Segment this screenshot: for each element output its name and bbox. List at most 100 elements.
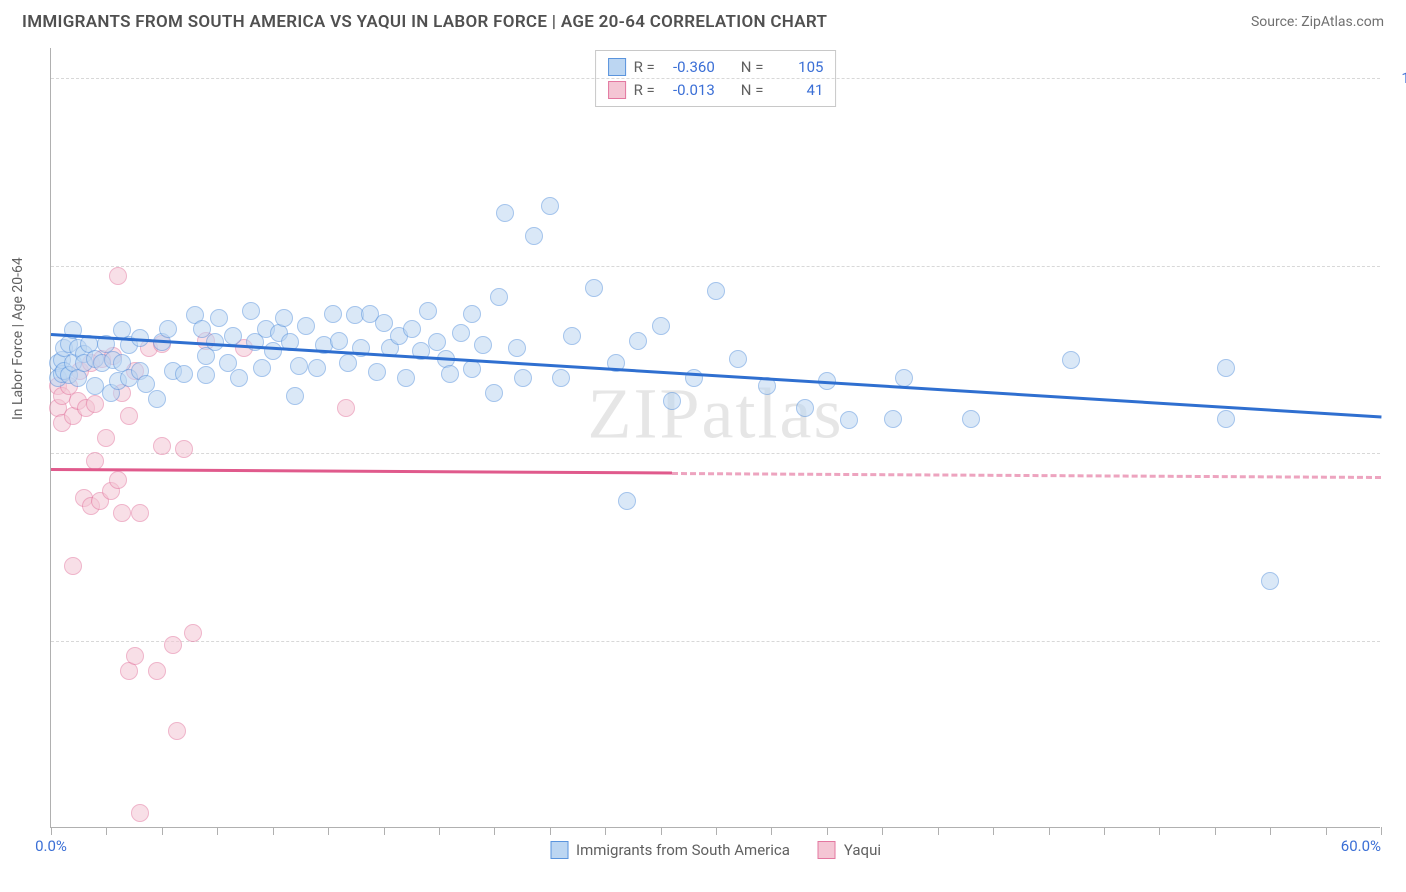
legend-row-blue: R = -0.360 N = 105: [608, 56, 824, 79]
legend-swatch-blue: [608, 58, 626, 76]
data-point-blue: [452, 324, 470, 342]
trend-line-pink: [51, 468, 672, 474]
data-point-blue: [330, 332, 348, 350]
data-point-blue: [148, 390, 166, 408]
data-point-blue: [485, 384, 503, 402]
data-point-pink: [86, 395, 104, 413]
data-point-pink: [337, 399, 355, 417]
data-point-blue: [275, 309, 293, 327]
data-point-blue: [159, 320, 177, 338]
data-point-blue: [463, 360, 481, 378]
data-point-blue: [541, 197, 559, 215]
data-point-blue: [197, 366, 215, 384]
chart-title: IMMIGRANTS FROM SOUTH AMERICA VS YAQUI I…: [22, 12, 827, 32]
data-point-blue: [403, 320, 421, 338]
legend-item-blue: Immigrants from South America: [550, 841, 790, 859]
data-point-blue: [419, 302, 437, 320]
legend-r-value: -0.360: [663, 56, 715, 79]
legend-n-label: N =: [741, 56, 764, 79]
x-tick: [439, 827, 440, 835]
x-tick: [273, 827, 274, 835]
data-point-blue: [496, 204, 514, 222]
data-point-pink: [164, 636, 182, 654]
data-point-blue: [368, 363, 386, 381]
x-tick: [1049, 827, 1050, 835]
y-axis-label: In Labor Force | Age 20-64: [10, 257, 26, 420]
data-point-blue: [230, 369, 248, 387]
data-point-pink: [109, 471, 127, 489]
gridline: [51, 266, 1380, 267]
x-tick: [771, 827, 772, 835]
gridline: [51, 641, 1380, 642]
x-tick: [550, 827, 551, 835]
legend-series-name: Yaqui: [844, 841, 881, 859]
x-tick: [51, 827, 52, 835]
data-point-pink: [113, 504, 131, 522]
x-tick: [1270, 827, 1271, 835]
legend-n-label: N =: [741, 79, 764, 102]
data-point-blue: [297, 317, 315, 335]
data-point-blue: [618, 492, 636, 510]
data-point-blue: [884, 410, 902, 428]
data-point-pink: [175, 440, 193, 458]
x-tick: [328, 827, 329, 835]
data-point-blue: [525, 227, 543, 245]
x-tick: [882, 827, 883, 835]
data-point-blue: [286, 387, 304, 405]
data-point-pink: [120, 407, 138, 425]
data-point-blue: [629, 332, 647, 350]
x-tick: [938, 827, 939, 835]
y-tick-label: 75.0%: [1390, 444, 1406, 462]
data-point-blue: [474, 336, 492, 354]
legend-item-pink: Yaqui: [818, 841, 881, 859]
data-point-blue: [1062, 351, 1080, 369]
data-point-pink: [97, 429, 115, 447]
data-point-blue: [490, 288, 508, 306]
data-point-blue: [175, 365, 193, 383]
data-point-pink: [148, 662, 166, 680]
x-tick: [827, 827, 828, 835]
x-tick: [605, 827, 606, 835]
data-point-blue: [290, 357, 308, 375]
data-point-pink: [86, 452, 104, 470]
scatter-chart: ZIPatlas R =-0.360N =105R =-0.013N =41 I…: [50, 48, 1380, 828]
data-point-blue: [796, 399, 814, 417]
data-point-blue: [242, 302, 260, 320]
legend-series: Immigrants from South America Yaqui: [550, 841, 881, 859]
data-point-blue: [253, 359, 271, 377]
data-point-blue: [840, 411, 858, 429]
data-point-pink: [153, 437, 171, 455]
x-tick: [162, 827, 163, 835]
legend-n-value: 105: [771, 56, 823, 79]
data-point-pink: [126, 647, 144, 665]
gridline: [51, 78, 1380, 79]
gridline: [51, 453, 1380, 454]
data-point-pink: [109, 267, 127, 285]
legend-swatch-pink: [818, 841, 836, 859]
source-credit: Source: ZipAtlas.com: [1251, 14, 1384, 30]
trend-line-pink: [672, 472, 1381, 479]
data-point-blue: [210, 309, 228, 327]
x-tick: [1381, 827, 1382, 835]
data-point-blue: [375, 314, 393, 332]
data-point-blue: [324, 305, 342, 323]
x-tick: [106, 827, 107, 835]
legend-r-label: R =: [634, 79, 655, 102]
x-tick-label: 60.0%: [1341, 837, 1381, 855]
data-point-blue: [508, 339, 526, 357]
data-point-blue: [585, 279, 603, 297]
data-point-blue: [463, 305, 481, 323]
legend-series-name: Immigrants from South America: [576, 841, 790, 859]
legend-r-label: R =: [634, 56, 655, 79]
data-point-pink: [131, 804, 149, 822]
data-point-blue: [552, 369, 570, 387]
legend-n-value: 41: [771, 79, 823, 102]
data-point-blue: [563, 327, 581, 345]
data-point-blue: [652, 317, 670, 335]
data-point-pink: [64, 557, 82, 575]
data-point-blue: [428, 333, 446, 351]
x-tick: [716, 827, 717, 835]
data-point-blue: [1217, 359, 1235, 377]
x-tick: [661, 827, 662, 835]
data-point-pink: [131, 504, 149, 522]
